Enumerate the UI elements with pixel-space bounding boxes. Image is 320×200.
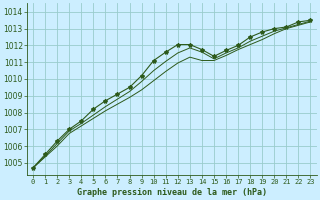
X-axis label: Graphe pression niveau de la mer (hPa): Graphe pression niveau de la mer (hPa) [77,188,267,197]
